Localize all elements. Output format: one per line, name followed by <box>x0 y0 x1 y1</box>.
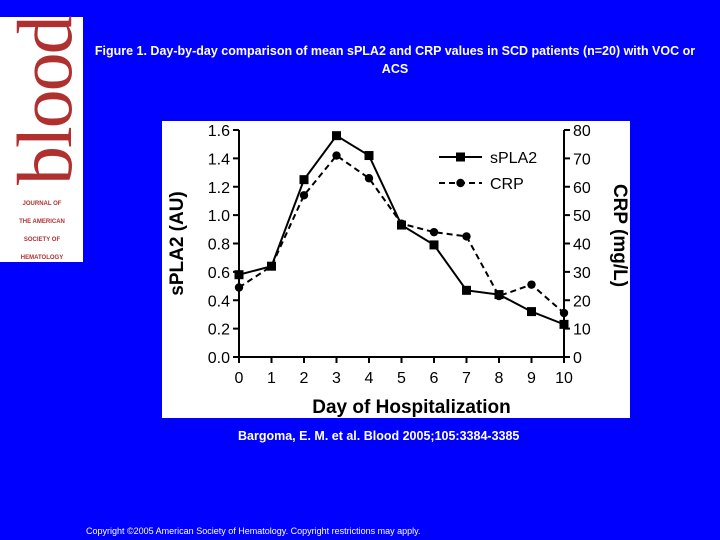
x-tick-label: 7 <box>462 370 471 387</box>
logo-subtitle: JOURNAL OF THE AMERICAN SOCIETY OF HEMAT… <box>10 195 74 267</box>
x-tick-label: 2 <box>300 370 309 387</box>
data-point-spla2 <box>364 151 374 161</box>
x-tick-label: 6 <box>430 370 439 387</box>
y-tick-label-right: 40 <box>573 237 591 254</box>
legend-label-spla2: sPLA2 <box>490 150 537 167</box>
y-tick-label-left: 1.6 <box>208 123 230 140</box>
y-tick-label-right: 80 <box>573 123 591 140</box>
line-chart: 0.00.20.40.60.81.01.21.41.60102030405060… <box>167 123 630 418</box>
x-tick-label: 9 <box>527 370 536 387</box>
logo-sub-line: THE AMERICAN <box>19 219 65 225</box>
y-tick-label-right: 10 <box>573 322 591 339</box>
legend-marker-spla2 <box>456 152 465 162</box>
data-point-spla2 <box>559 319 569 329</box>
y-tick-label-left: 0.0 <box>208 350 230 367</box>
y-axis-title-right: CRP (mg/L) <box>609 184 630 287</box>
logo-sub-line: HEMATOLOGY <box>20 255 64 261</box>
y-tick-label-right: 30 <box>573 265 591 282</box>
logo-sub-line: JOURNAL OF <box>22 201 62 207</box>
x-tick-label: 1 <box>267 370 276 387</box>
y-tick-label-left: 0.4 <box>208 293 230 310</box>
y-tick-label-right: 0 <box>573 350 582 367</box>
y-tick-label-left: 0.6 <box>208 265 230 282</box>
data-point-spla2 <box>299 175 309 185</box>
x-tick-label: 10 <box>555 370 573 387</box>
y-tick-label-left: 0.8 <box>208 237 230 254</box>
chart-axes: 0.00.20.40.60.81.01.21.41.60102030405060… <box>167 123 630 418</box>
y-tick-label-left: 0.2 <box>208 322 230 339</box>
data-point-spla2 <box>234 270 244 280</box>
y-tick-label-right: 70 <box>573 151 591 168</box>
legend-label-crp: CRP <box>490 176 524 193</box>
data-point-crp <box>462 232 471 241</box>
data-point-crp <box>234 283 244 292</box>
legend-marker-crp <box>456 178 465 188</box>
y-tick-label-right: 20 <box>573 293 591 310</box>
y-tick-label-left: 1.0 <box>208 208 230 225</box>
data-point-crp <box>494 291 504 301</box>
copyright: Copyright ©2005 American Society of Hema… <box>86 526 421 536</box>
x-tick-label: 5 <box>397 370 406 387</box>
x-axis-title: Day of Hospitalization <box>312 397 510 418</box>
data-point-crp <box>299 191 309 200</box>
data-point-spla2 <box>462 285 471 295</box>
y-tick-label-left: 1.2 <box>208 180 230 197</box>
data-point-crp <box>429 227 439 237</box>
data-point-crp <box>527 280 536 289</box>
citation: Bargoma, E. M. et al. Blood 2005;105:338… <box>238 429 520 443</box>
x-tick-label: 3 <box>332 370 341 387</box>
data-point-spla2 <box>527 307 536 317</box>
logo-sub-line: SOCIETY OF <box>23 237 61 243</box>
y-axis-title-left: sPLA2 (AU) <box>167 191 188 296</box>
figure-title: Figure 1. Day-by-day comparison of mean … <box>94 44 696 76</box>
data-point-crp <box>397 219 406 228</box>
data-point-spla2 <box>429 240 439 250</box>
y-tick-label-left: 1.4 <box>208 151 230 168</box>
journal-logo: blood JOURNAL OF THE AMERICAN SOCIETY OF… <box>0 17 88 262</box>
x-tick-label: 0 <box>235 370 244 387</box>
chart-series <box>234 131 569 329</box>
chart-panel: 0.0 0.2 0.4 0.6 0.8 1.0 1.2 1.4 1.6 0 10 20 30 40 50 60… <box>162 121 630 418</box>
logo-wordmark: blood <box>1 17 88 185</box>
data-point-crp <box>332 151 341 160</box>
data-point-crp <box>364 174 374 183</box>
x-tick-label: 8 <box>495 370 504 387</box>
chart-legend: sPLA2 CRP <box>439 150 537 193</box>
data-point-spla2 <box>332 131 341 141</box>
y-tick-label-right: 60 <box>573 180 591 197</box>
data-point-crp <box>267 262 276 271</box>
y-tick-label-right: 50 <box>573 208 591 225</box>
data-point-crp <box>559 308 569 318</box>
x-tick-label: 4 <box>365 370 374 387</box>
